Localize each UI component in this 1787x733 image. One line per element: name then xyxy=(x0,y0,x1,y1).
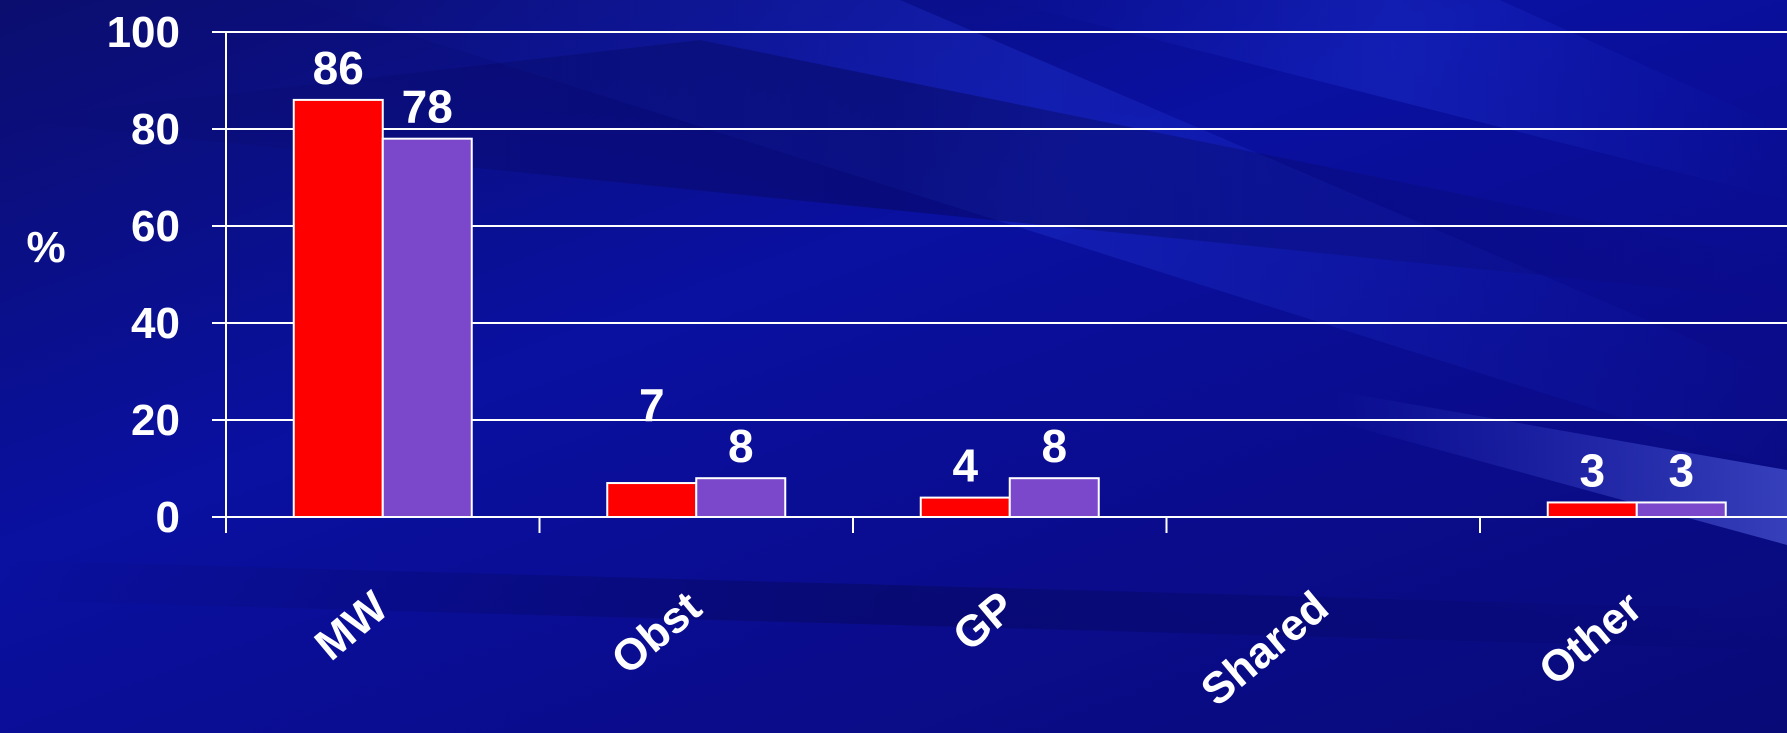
bar xyxy=(381,137,473,518)
data-label: 3 xyxy=(1579,444,1605,496)
data-label: 8 xyxy=(728,420,754,472)
data-label: 86 xyxy=(313,42,364,94)
bar xyxy=(292,98,384,519)
y-tick-label: 60 xyxy=(131,202,180,251)
data-label: 7 xyxy=(639,379,665,431)
y-tick-label: 100 xyxy=(107,8,180,57)
y-axis-label: % xyxy=(26,223,65,272)
x-tick-label: GP xyxy=(944,582,1024,660)
bar xyxy=(1008,477,1100,519)
grid-lines xyxy=(212,31,1787,533)
data-label: 78 xyxy=(402,81,453,133)
bar xyxy=(1635,501,1727,519)
axes xyxy=(225,32,1787,533)
y-tick-label: 0 xyxy=(156,493,180,542)
bar xyxy=(1546,501,1638,519)
bar xyxy=(606,482,698,518)
x-tick-label: Obst xyxy=(602,582,711,684)
data-label: 3 xyxy=(1668,444,1694,496)
y-tick-label: 80 xyxy=(131,105,180,154)
data-label: 8 xyxy=(1041,420,1067,472)
x-tick-label: MW xyxy=(306,582,398,670)
bars xyxy=(292,98,1727,519)
bar xyxy=(695,477,787,519)
y-tick-label: 20 xyxy=(131,396,180,445)
data-label: 4 xyxy=(952,440,978,492)
bar xyxy=(919,496,1011,519)
x-tick-label: Shared xyxy=(1192,582,1338,715)
y-tick-label: 40 xyxy=(131,299,180,348)
x-tick-label: Other xyxy=(1530,582,1651,695)
